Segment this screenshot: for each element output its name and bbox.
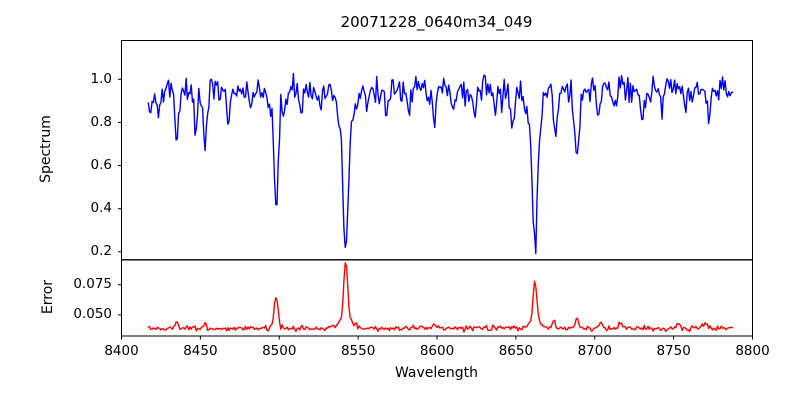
x-tick-label: 8400 — [104, 343, 139, 359]
error-axes-frame — [121, 259, 753, 337]
x-axis-label: Wavelength — [394, 365, 479, 381]
error-line — [147, 262, 734, 333]
spectrum-y-tick-label: 1.0 — [90, 70, 112, 87]
spectrum-axes-frame — [121, 40, 753, 261]
spectrum-y-tick-label: 0.4 — [90, 200, 112, 217]
x-tick-label: 8450 — [183, 343, 218, 359]
x-tick-label: 8700 — [577, 343, 612, 359]
x-tick-label: 8500 — [262, 343, 297, 359]
x-tick-label: 8650 — [498, 343, 534, 359]
spectrum-y-tick-label: 0.2 — [90, 243, 112, 260]
error-y-tick-label: 0.050 — [73, 306, 112, 323]
chart-title: 20071228_0640m34_049 — [340, 13, 533, 31]
x-tick-label: 8600 — [419, 343, 455, 359]
spectrum-y-tick-label: 0.8 — [90, 113, 112, 130]
x-tick-label: 8750 — [656, 343, 691, 359]
spectrum-line — [147, 72, 734, 255]
x-tick-label: 8550 — [340, 343, 376, 359]
spectrum-y-tick-label: 0.6 — [90, 157, 112, 174]
error-y-tick-label: 0.075 — [73, 276, 112, 293]
x-tick-label: 8800 — [735, 343, 770, 359]
